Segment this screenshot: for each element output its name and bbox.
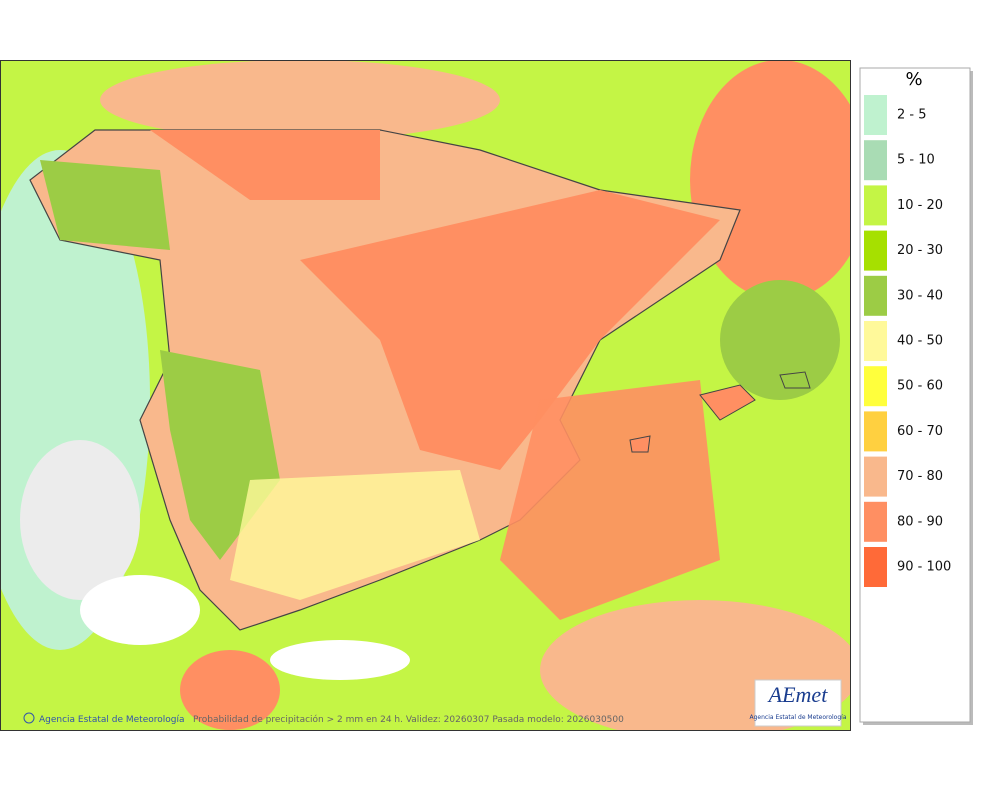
legend-swatch — [864, 230, 887, 271]
legend-label: 50 - 60 — [897, 379, 943, 394]
legend-swatch — [864, 185, 887, 226]
caption: Probabilidad de precipitación > 2 mm en … — [193, 714, 624, 725]
legend-label: 40 - 50 — [897, 334, 943, 349]
legend-label: 5 - 10 — [897, 153, 935, 168]
legend-swatch — [864, 456, 887, 497]
credit: Agencia Estatal de Meteorología — [39, 715, 185, 725]
legend-swatch — [864, 366, 887, 407]
legend-swatch — [864, 321, 887, 361]
logo-name: AEmet — [767, 682, 829, 707]
legend-label: 60 - 70 — [897, 424, 943, 439]
legend-label: 10 - 20 — [897, 198, 943, 213]
legend-swatch — [864, 501, 887, 542]
legend-swatch — [864, 95, 887, 135]
legend-label: 30 - 40 — [897, 288, 943, 303]
legend-label: 90 - 100 — [897, 560, 951, 575]
legend-swatch — [864, 547, 887, 587]
legend-label: 2 - 5 — [897, 108, 927, 123]
legend-title: % — [905, 69, 922, 90]
legend-swatch — [864, 411, 887, 452]
map-frame — [0, 60, 851, 731]
legend-label: 20 - 30 — [897, 243, 943, 258]
map: AEmet Agencia Estatal de Meteorología Ag… — [0, 60, 850, 730]
logo-subtitle: Agencia Estatal de Meteorología — [750, 714, 847, 721]
legend-label: 70 - 80 — [897, 469, 943, 484]
legend-label: 80 - 90 — [897, 514, 943, 529]
legend-swatch — [864, 275, 887, 316]
legend-items: 2 - 5 5 - 10 10 - 20 20 - 30 30 - 40 40 - 50 5… — [864, 95, 951, 587]
legend-swatch — [864, 140, 887, 181]
